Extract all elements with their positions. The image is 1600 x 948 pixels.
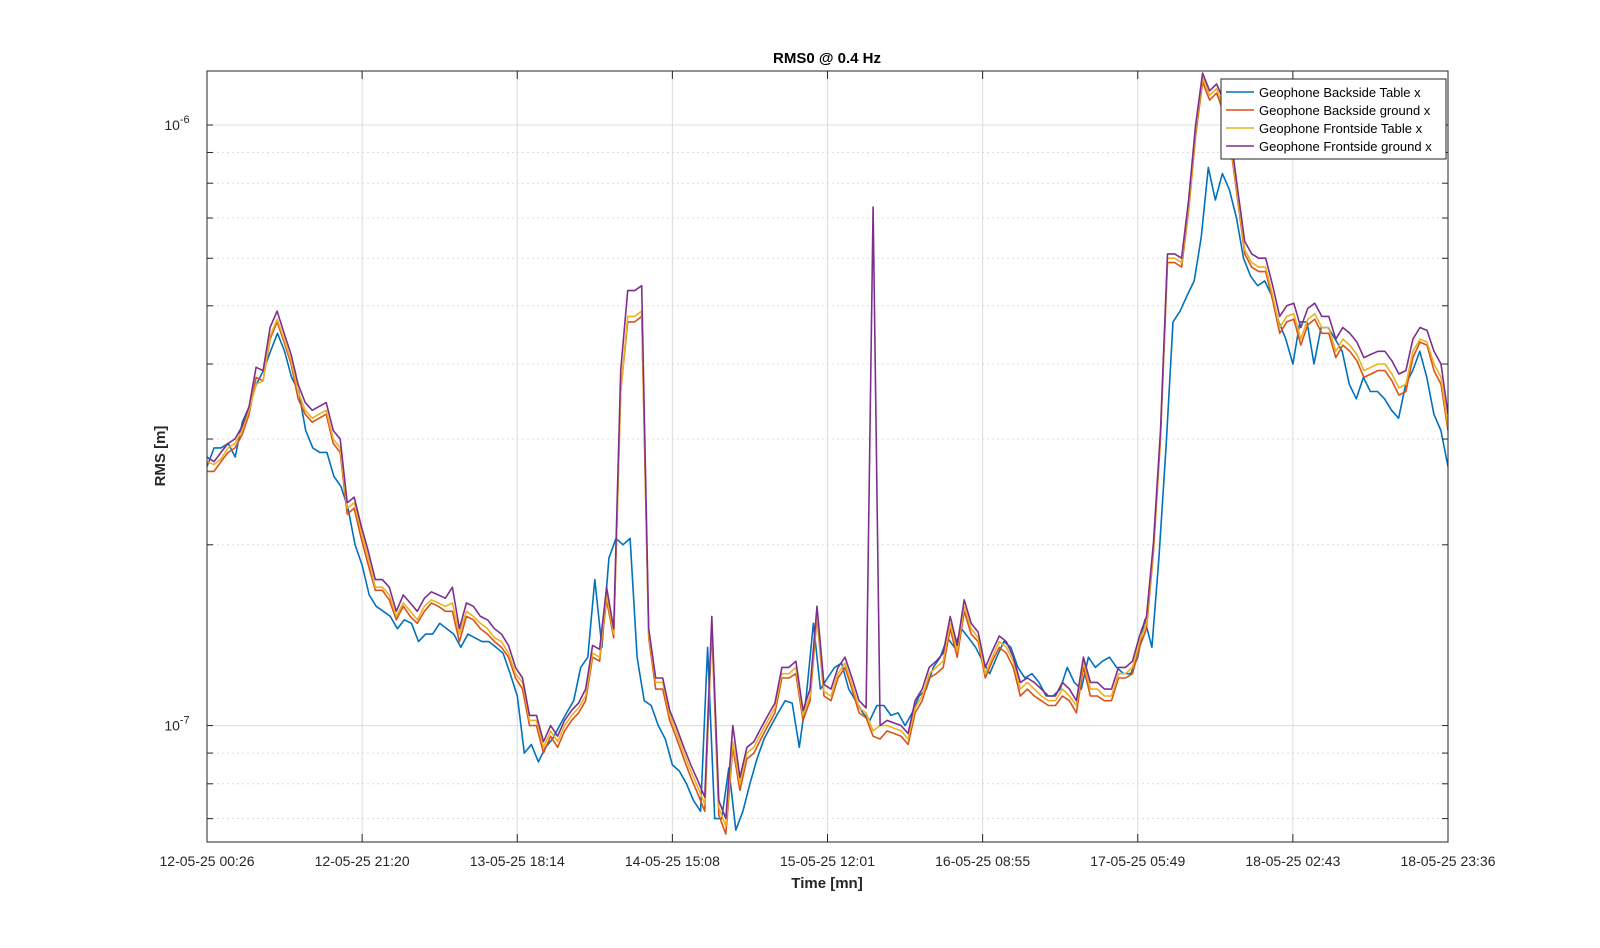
y-tick-label: 10-7 [164,715,189,734]
legend-entry: Geophone Backside ground x [1259,103,1431,118]
x-tick-label: 14-05-25 15:08 [625,853,720,869]
legend: Geophone Backside Table x Geophone Backsi… [1220,78,1447,160]
x-tick-label: 12-05-25 21:20 [315,853,410,869]
x-tick-label: 16-05-25 08:55 [935,853,1030,869]
x-tick-label: 17-05-25 05:49 [1090,853,1185,869]
ticks [206,71,1449,842]
legend-box [1220,78,1447,160]
x-tick-label: 15-05-25 12:01 [780,853,875,869]
grid [207,71,1448,842]
legend-entry: Geophone Frontside Table x [1259,121,1423,136]
y-axis-title: RMS [m] [152,426,169,487]
series-line-4 [207,72,1448,820]
x-tick-label: 18-05-25 02:43 [1245,853,1340,869]
series-layer [207,72,1448,835]
x-tick-label: 12-05-25 00:26 [160,853,255,869]
x-axis-title: Time [mn] [791,875,862,892]
series-line-3 [207,76,1448,828]
chart-title: RMS0 @ 0.4 Hz [773,50,881,67]
legend-entry: Geophone Frontside ground x [1259,139,1432,154]
x-tick-label: 18-05-25 23:36 [1401,853,1496,869]
x-tick-labels: 12-05-25 00:26 12-05-25 21:20 13-05-25 18:… [160,853,1496,869]
y-tick-labels: 10-7 10-6 [164,114,189,734]
y-tick-label: 10-6 [164,114,189,133]
legend-entry: Geophone Backside Table x [1259,85,1421,100]
series-line-1 [207,166,1448,831]
x-tick-label: 13-05-25 18:14 [470,853,565,869]
